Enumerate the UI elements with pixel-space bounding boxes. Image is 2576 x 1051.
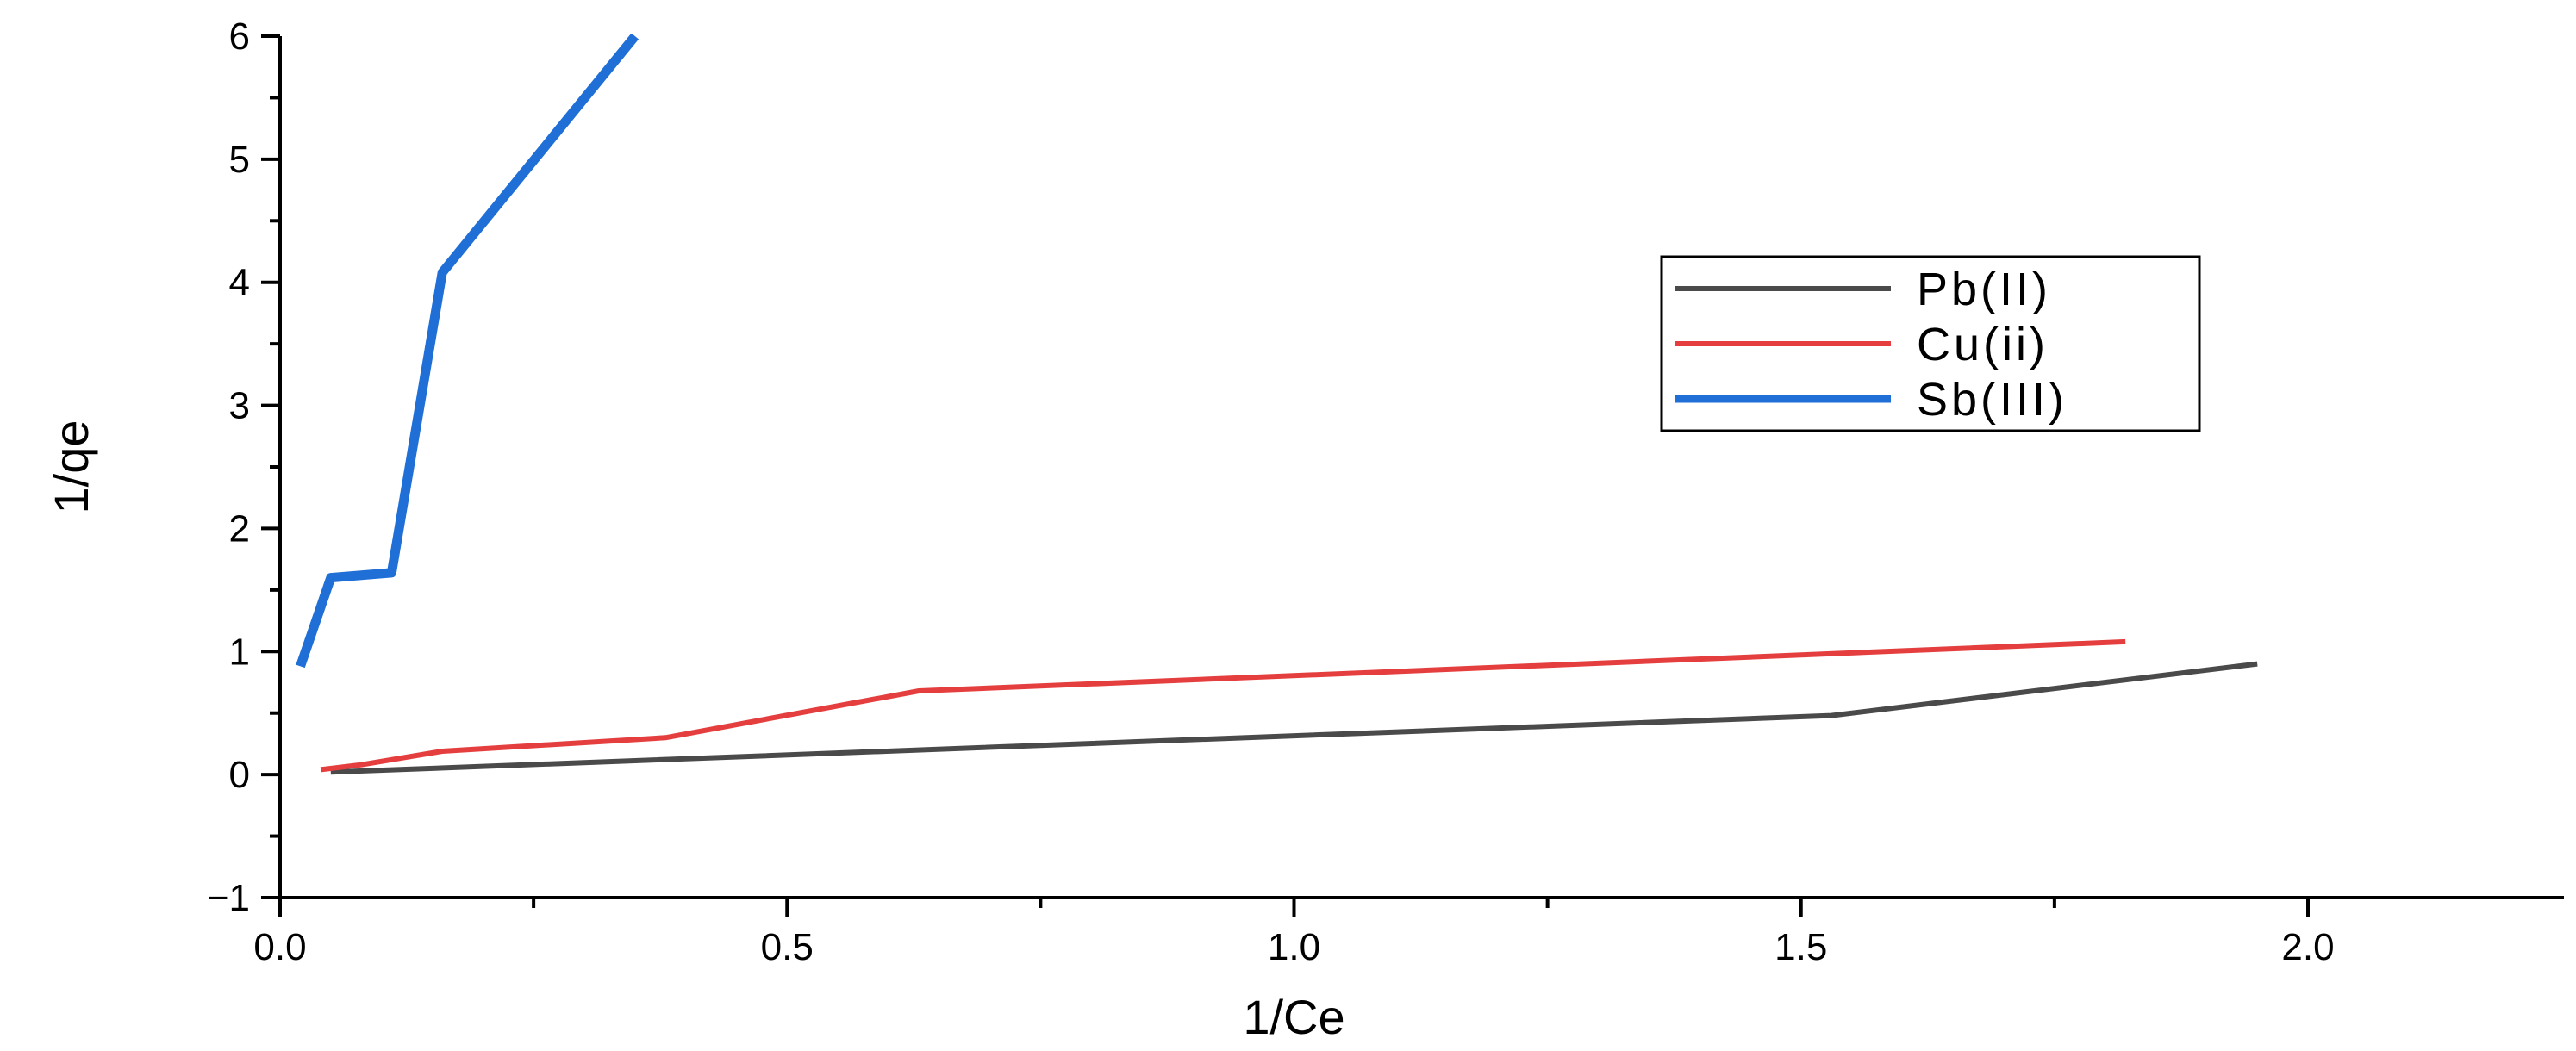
plot-lines bbox=[296, 34, 2258, 775]
y-tick-label: 3 bbox=[229, 385, 250, 427]
y-tick-label: −1 bbox=[207, 877, 250, 919]
legend-label: Pb(II) bbox=[1917, 264, 2051, 315]
x-tick-label: 1.5 bbox=[1775, 926, 1827, 968]
legend: Pb(II)Cu(ii)Sb(III) bbox=[1660, 255, 2201, 432]
x-axis-title: 1/Ce bbox=[1243, 990, 1344, 1044]
y-tick-label: 2 bbox=[229, 507, 250, 550]
y-axis-ticks: −1 0 1 2 3 4 5 6 bbox=[207, 16, 280, 919]
series-line-1 bbox=[320, 638, 2126, 773]
x-tick-label: 1.0 bbox=[1268, 926, 1320, 968]
y-tick-label: 4 bbox=[229, 262, 250, 304]
axes bbox=[278, 36, 2564, 899]
y-tick-label: 6 bbox=[229, 16, 250, 58]
series-line-0 bbox=[330, 661, 2258, 775]
x-tick-label: 2.0 bbox=[2281, 926, 2334, 968]
legend-label: Cu(ii) bbox=[1917, 319, 2049, 370]
x-tick-label: 0.5 bbox=[761, 926, 814, 968]
legend-label: Sb(III) bbox=[1917, 374, 2068, 426]
y-tick-label: 1 bbox=[229, 631, 250, 673]
x-tick-label: 0.0 bbox=[253, 926, 306, 968]
y-axis-title: 1/qe bbox=[44, 420, 98, 514]
x-axis-ticks: 0.0 0.5 1.0 1.5 2.0 bbox=[253, 898, 2335, 968]
series-line-2 bbox=[296, 34, 639, 669]
y-tick-label: 5 bbox=[229, 139, 250, 181]
y-tick-label: 0 bbox=[229, 754, 250, 796]
